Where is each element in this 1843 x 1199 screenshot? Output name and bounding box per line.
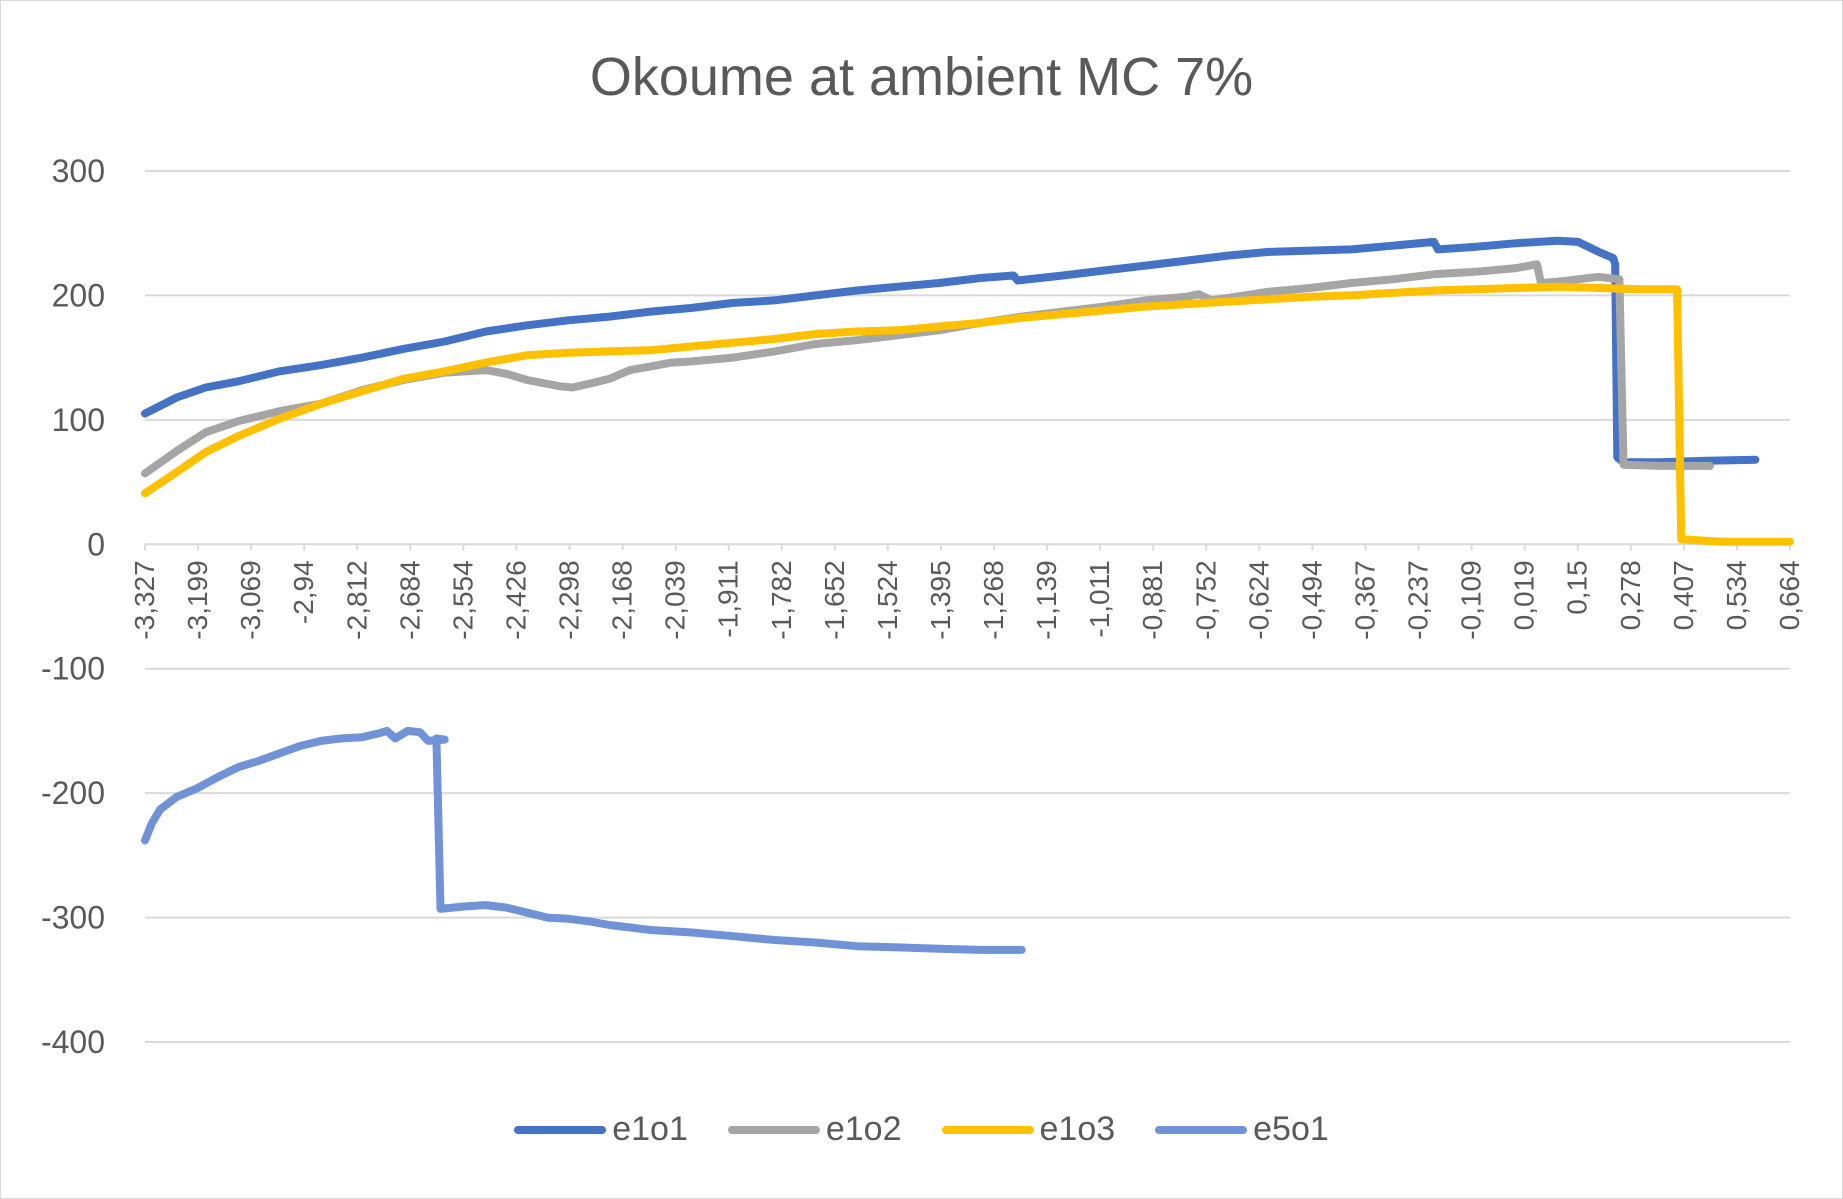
legend-item-e5o1: e5o1 [1155, 1110, 1329, 1149]
series-line-e1o3 [141, 282, 1794, 546]
y-tick-label: 200 [52, 277, 105, 313]
legend-item-e1o1: e1o1 [514, 1110, 688, 1149]
legend-item-e1o3: e1o3 [941, 1110, 1116, 1149]
x-tick-label: -2,426 [500, 560, 531, 639]
series-line-e1o1 [141, 236, 1760, 467]
x-tick-label: -0,881 [1137, 560, 1168, 639]
x-tick-label: -2,684 [394, 560, 425, 639]
x-tick-label: -1,911 [713, 560, 744, 637]
legend-swatch [727, 1125, 820, 1134]
y-tick-label: 0 [87, 526, 105, 562]
x-tick-label: -1,139 [1031, 560, 1062, 639]
x-tick-label: 0,15 [1562, 560, 1593, 615]
x-tick-label: -2,812 [341, 560, 372, 639]
x-tick-label: 0,664 [1774, 560, 1805, 630]
y-axis-ticks: 300 200 100 0 -100 -200 -300 -400 [41, 153, 105, 1060]
series-lines [141, 236, 1794, 954]
x-tick-label: -0,367 [1349, 560, 1380, 639]
x-tick-label: -2,039 [660, 560, 691, 639]
x-tick-label: 0,534 [1721, 560, 1752, 630]
x-tick-label: -1,011 [1084, 560, 1115, 637]
legend-item-e1o2: e1o2 [727, 1110, 902, 1149]
x-tick-label: -1,395 [925, 560, 956, 639]
y-tick-label: -300 [41, 900, 105, 936]
legend-swatch [941, 1125, 1034, 1134]
legend-label: e1o2 [825, 1110, 902, 1148]
gridlines [145, 170, 1790, 1043]
x-tick-label: -2,168 [607, 560, 638, 639]
x-tick-label: -3,069 [235, 560, 266, 639]
x-tick-label: -0,494 [1296, 560, 1327, 639]
chart-title: Okoume at ambient MC 7% [589, 47, 1254, 107]
x-tick-label: -1,652 [819, 560, 850, 639]
x-tick-label: 0,019 [1509, 560, 1540, 630]
y-tick-label: -400 [41, 1024, 105, 1060]
x-tick-label: -0,237 [1403, 560, 1434, 639]
legend-label: e1o3 [1039, 1110, 1116, 1148]
y-tick-label: -100 [41, 651, 105, 687]
y-tick-label: -200 [41, 775, 105, 811]
series-line-e5o1 [141, 726, 1026, 954]
x-tick-label: -2,554 [447, 560, 478, 639]
legend-swatch [1155, 1125, 1248, 1134]
x-tick-label: -1,782 [766, 560, 797, 639]
x-tick-label: -1,268 [978, 560, 1009, 639]
legend-label: e5o1 [1253, 1110, 1329, 1148]
y-tick-label: 100 [52, 402, 105, 438]
x-tick-label: 0,407 [1668, 560, 1699, 630]
legend-swatch [514, 1125, 607, 1134]
x-tick-label: -0,624 [1243, 560, 1274, 639]
legend-label: e1o1 [612, 1110, 688, 1148]
x-tick-label: -2,94 [288, 560, 319, 624]
x-tick-label: -0,752 [1190, 560, 1221, 639]
x-tick-label: -1,524 [872, 560, 903, 639]
x-tick-label: -2,298 [554, 560, 585, 639]
x-tick-label: -0,109 [1456, 560, 1487, 639]
legend: e1o1 e1o2 e1o3 e5o1 [0, 1110, 1843, 1149]
x-tick-label: 0,278 [1615, 560, 1646, 630]
x-tick-label: -3,199 [182, 560, 213, 639]
y-tick-label: 300 [52, 153, 105, 189]
x-axis-ticks: -3,327 -3,199 -3,069 -2,94 -2,812 -2,684 -2,55… [129, 544, 1805, 640]
x-tick-label: -3,327 [129, 560, 160, 639]
